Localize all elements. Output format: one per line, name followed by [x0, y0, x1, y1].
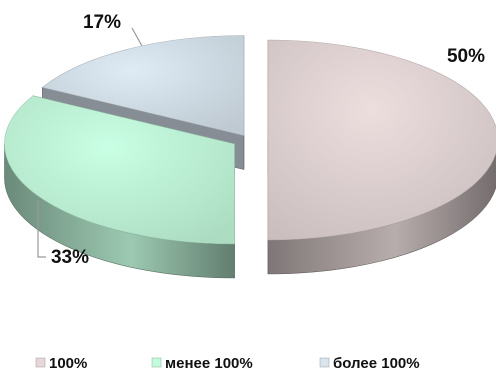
legend-swatch: [319, 357, 330, 368]
data-label-0: 50%: [447, 46, 485, 67]
data-labels: 50% 33% 17%: [37, 12, 485, 268]
legend-label: 100%: [49, 355, 87, 372]
pie-slice-0: [267, 39, 496, 275]
pie-layer: [4, 35, 496, 279]
legend-item-2: более 100%: [319, 355, 420, 372]
data-label-2: 17%: [83, 12, 121, 33]
legend-label: более 100%: [333, 355, 420, 372]
pie-slice-top: [267, 39, 496, 241]
legend-label: менее 100%: [165, 355, 253, 372]
pie-slice-top: [4, 95, 235, 245]
legend-swatch: [35, 357, 46, 368]
legend-item-1: менее 100%: [151, 355, 253, 372]
pie-slice-top: [41, 35, 245, 136]
legend: 100% менее 100% более 100%: [35, 355, 420, 372]
leader-line: [131, 27, 143, 47]
pie-slice-1: [4, 95, 235, 279]
legend-swatch: [151, 357, 162, 368]
legend-item-0: 100%: [35, 355, 87, 372]
leader-line: [37, 200, 46, 258]
data-label-1: 33%: [51, 247, 89, 268]
